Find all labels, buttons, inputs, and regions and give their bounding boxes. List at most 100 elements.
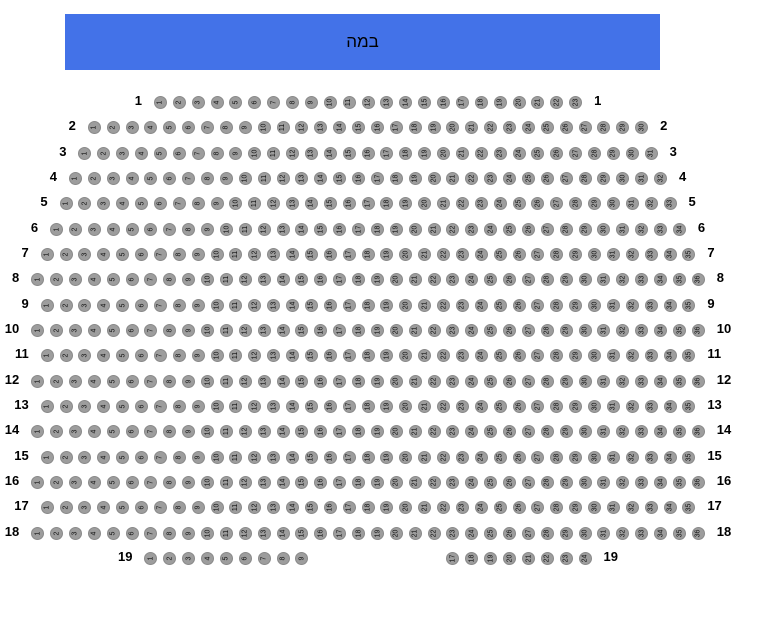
seat-row16-22[interactable]: 22 [427,476,441,490]
seat-row17-2[interactable]: 2 [59,501,73,515]
seat-row15-5[interactable]: 5 [116,450,130,464]
seat-row2-15[interactable]: 15 [352,121,366,135]
seat-row5-2[interactable]: 2 [78,197,92,211]
seat-row6-15[interactable]: 15 [314,222,328,236]
seat-row17-7[interactable]: 7 [153,501,167,515]
seat-row11-5[interactable]: 5 [116,349,130,363]
seat-row18-24[interactable]: 24 [465,526,479,540]
seat-row7-18[interactable]: 18 [361,248,375,262]
seat-row8-9[interactable]: 9 [182,273,196,287]
seat-row6-2[interactable]: 2 [68,222,82,236]
seat-row15-6[interactable]: 6 [135,450,148,464]
seat-row11-1[interactable]: 1 [40,349,54,363]
seat-row13-26[interactable]: 26 [512,400,526,414]
seat-row9-11[interactable]: 11 [229,298,243,312]
seat-row2-12[interactable]: 12 [295,121,309,135]
seat-row10-21[interactable]: 21 [408,324,422,338]
seat-row18-16[interactable]: 16 [314,526,328,540]
seat-row7-28[interactable]: 28 [550,248,564,262]
seat-row11-11[interactable]: 11 [229,349,243,363]
seat-row17-23[interactable]: 23 [455,501,469,515]
seat-row8-1[interactable]: 1 [31,273,45,287]
seat-row7-24[interactable]: 24 [474,248,488,262]
seat-row19-19[interactable]: 19 [484,552,498,566]
seat-row10-29[interactable]: 29 [559,324,573,338]
seat-row3-31[interactable]: 31 [644,146,658,160]
seat-row4-27[interactable]: 27 [559,172,573,186]
seat-row7-11[interactable]: 11 [229,248,243,262]
seat-row10-13[interactable]: 13 [257,324,271,338]
seat-row9-21[interactable]: 21 [418,298,432,312]
seat-row18-8[interactable]: 8 [163,526,177,540]
seat-row9-30[interactable]: 30 [588,298,601,312]
seat-row3-9[interactable]: 9 [229,146,243,160]
seat-row9-20[interactable]: 20 [399,298,413,312]
seat-row2-11[interactable]: 11 [276,121,290,135]
seat-row10-32[interactable]: 32 [616,324,630,338]
seat-row16-26[interactable]: 26 [503,476,517,490]
seat-row5-5[interactable]: 5 [135,197,148,211]
seat-row14-6[interactable]: 6 [125,425,139,439]
seat-row4-21[interactable]: 21 [446,172,460,186]
seat-row4-4[interactable]: 4 [125,172,139,186]
seat-row14-31[interactable]: 31 [597,425,611,439]
seat-row4-23[interactable]: 23 [484,172,498,186]
seat-row7-25[interactable]: 25 [493,248,507,262]
seat-row2-29[interactable]: 29 [616,121,630,135]
seat-row3-18[interactable]: 18 [399,146,413,160]
seat-row10-4[interactable]: 4 [87,324,101,338]
seat-row17-26[interactable]: 26 [512,501,526,515]
seat-row11-28[interactable]: 28 [550,349,564,363]
seat-row13-17[interactable]: 17 [342,400,356,414]
seat-row16-23[interactable]: 23 [446,476,460,490]
seat-row5-20[interactable]: 20 [418,197,432,211]
seat-row4-14[interactable]: 14 [314,172,328,186]
seat-row19-21[interactable]: 21 [521,552,535,566]
seat-row1-10[interactable]: 10 [323,96,337,110]
seat-row5-9[interactable]: 9 [210,197,224,211]
seat-row15-3[interactable]: 3 [78,450,92,464]
seat-row8-32[interactable]: 32 [616,273,630,287]
seat-row9-6[interactable]: 6 [135,298,148,312]
seat-row7-29[interactable]: 29 [569,248,583,262]
seat-row18-30[interactable]: 30 [578,526,592,540]
seat-row10-2[interactable]: 2 [50,324,64,338]
seat-row8-17[interactable]: 17 [333,273,347,287]
seat-row17-12[interactable]: 12 [248,501,262,515]
seat-row18-23[interactable]: 23 [446,526,460,540]
seat-row18-3[interactable]: 3 [68,526,82,540]
seat-row17-4[interactable]: 4 [97,501,111,515]
seat-row2-23[interactable]: 23 [503,121,517,135]
seat-row13-11[interactable]: 11 [229,400,243,414]
seat-row15-16[interactable]: 16 [323,450,337,464]
seat-row17-6[interactable]: 6 [135,501,148,515]
seat-row11-8[interactable]: 8 [172,349,186,363]
seat-row10-6[interactable]: 6 [125,324,139,338]
seat-row10-10[interactable]: 10 [201,324,215,338]
seat-row8-34[interactable]: 34 [654,273,668,287]
seat-row18-32[interactable]: 32 [616,526,630,540]
seat-row12-2[interactable]: 2 [50,374,64,388]
seat-row10-25[interactable]: 25 [484,324,498,338]
seat-row18-11[interactable]: 11 [219,526,233,540]
seat-row12-35[interactable]: 35 [672,374,686,388]
seat-row1-3[interactable]: 3 [191,96,205,110]
seat-row13-16[interactable]: 16 [323,400,337,414]
seat-row14-27[interactable]: 27 [521,425,535,439]
seat-row8-18[interactable]: 18 [352,273,366,287]
seat-row4-13[interactable]: 13 [295,172,309,186]
seat-row5-23[interactable]: 23 [474,197,488,211]
seat-row17-14[interactable]: 14 [286,501,299,515]
seat-row18-18[interactable]: 18 [352,526,366,540]
seat-row12-10[interactable]: 10 [201,374,215,388]
seat-row4-5[interactable]: 5 [144,172,158,186]
seat-row12-27[interactable]: 27 [521,374,535,388]
seat-row11-30[interactable]: 30 [588,349,601,363]
seat-row19-1[interactable]: 1 [144,552,158,566]
seat-row11-17[interactable]: 17 [342,349,356,363]
seat-row10-26[interactable]: 26 [503,324,517,338]
seat-row5-25[interactable]: 25 [512,197,526,211]
seat-row10-15[interactable]: 15 [295,324,309,338]
seat-row4-10[interactable]: 10 [238,172,252,186]
seat-row18-33[interactable]: 33 [635,526,649,540]
